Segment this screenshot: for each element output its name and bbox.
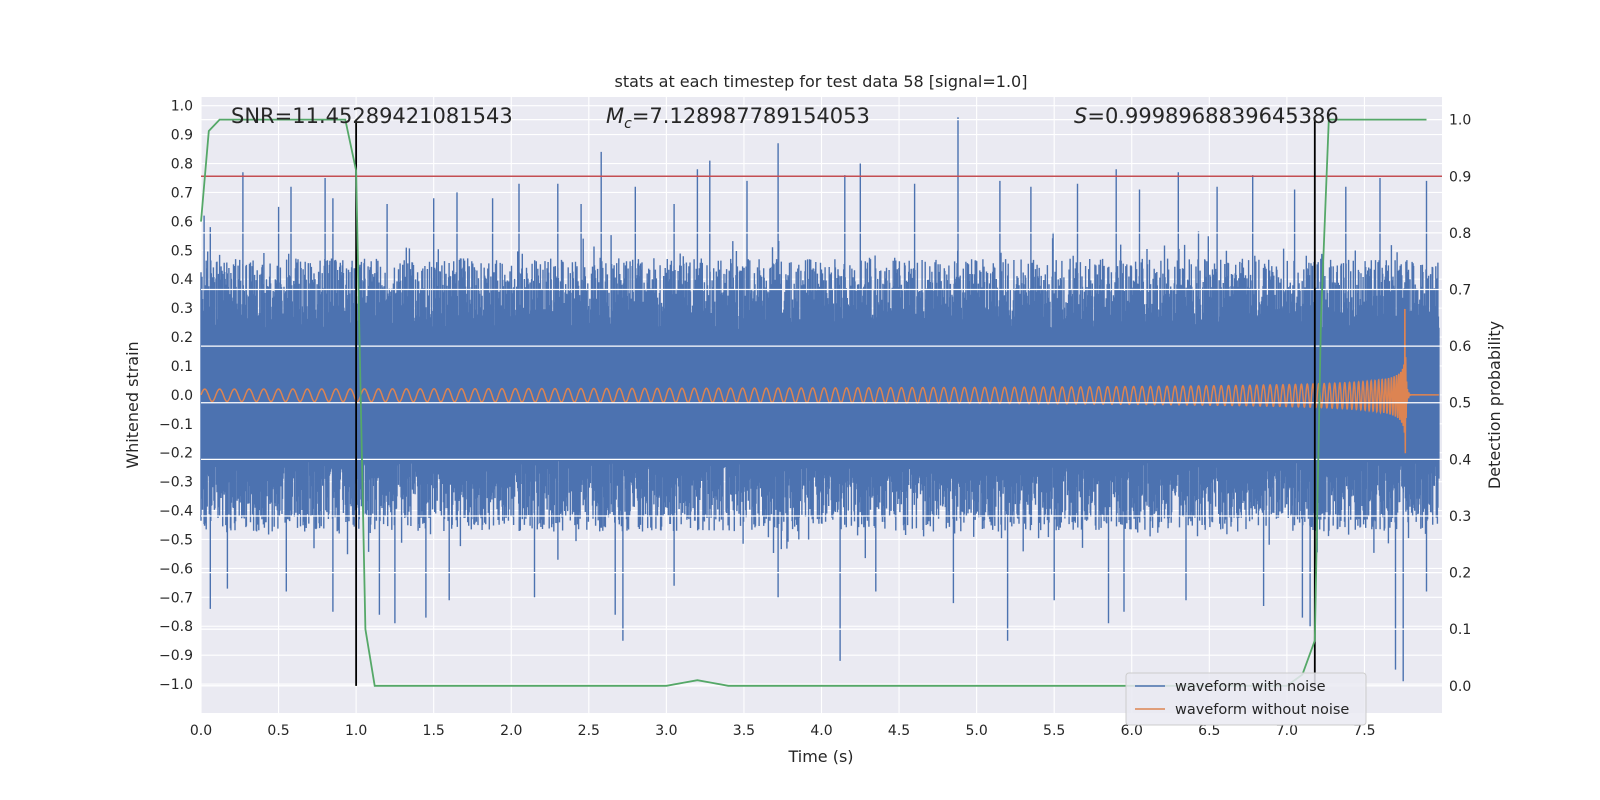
clean-waveform-series	[200, 308, 1439, 454]
y2-tick-label: 0.8	[1449, 226, 1471, 242]
y-tick-label: 0.9	[171, 128, 193, 144]
y-tick-label: −0.8	[159, 619, 193, 635]
y-tick-label: −0.5	[159, 532, 193, 548]
x-tick-label: 5.0	[965, 723, 987, 739]
y-tick-label: −0.3	[159, 475, 193, 491]
s-annotation: S=0.9998968839645386	[1074, 104, 1339, 128]
x-tick-label: 3.0	[655, 723, 677, 739]
y-tick-label: 0.8	[171, 157, 193, 173]
y-tick-label: −0.6	[159, 561, 193, 577]
y-axis-label: Whitened strain	[123, 341, 142, 468]
chirp-mass-symbol: M	[606, 104, 624, 128]
y-tick-label: 0.7	[171, 185, 193, 201]
y-tick-label: 0.5	[171, 243, 193, 259]
y-tick-label: 0.6	[171, 214, 193, 230]
y2-tick-label: 0.3	[1449, 509, 1471, 525]
detection-probability-series	[200, 118, 1427, 687]
tick-layer: 0.0 0.5 1.0 1.5 2.0 2.5 3.0 3.5 4.0 4.5 5.0 5.5 6.0 6…	[159, 99, 1471, 739]
noise-waveform-line	[200, 117, 1440, 682]
x-tick-label: 1.0	[345, 723, 367, 739]
noise-waveform-series	[200, 117, 1440, 682]
data-layer	[200, 117, 1442, 687]
y2-tick-label: 0.6	[1449, 339, 1471, 355]
y2-tick-label: 1.0	[1449, 113, 1471, 129]
y2-tick-label: 0.0	[1449, 679, 1471, 695]
y2-tick-label: 0.7	[1449, 283, 1471, 299]
chirp-mass-value: =7.128987789154053	[632, 104, 870, 128]
x-tick-label: 4.5	[888, 723, 910, 739]
x-tick-label: 6.5	[1198, 723, 1220, 739]
x-tick-label: 7.0	[1276, 723, 1298, 739]
x-tick-label: 0.0	[190, 723, 212, 739]
legend-box	[1125, 672, 1367, 726]
y2-tick-label: 0.2	[1449, 566, 1471, 582]
detection-probability-line	[200, 118, 1427, 687]
legend-clean-label: waveform without noise	[1175, 702, 1349, 718]
chart-title: stats at each timestep for test data 58 …	[615, 72, 1028, 91]
y-tick-label: 1.0	[171, 99, 193, 115]
y2-tick-label: 0.5	[1449, 396, 1471, 412]
y-tick-label: −0.1	[159, 417, 193, 433]
clean-waveform-line	[200, 308, 1439, 454]
x-tick-label: 0.5	[267, 723, 289, 739]
y-tick-label: −1.0	[159, 677, 193, 693]
x-tick-label: 5.5	[1043, 723, 1065, 739]
x-tick-label: 4.0	[810, 723, 832, 739]
y-tick-label: 0.0	[171, 388, 193, 404]
legend: waveform with noise waveform without noi…	[1125, 672, 1367, 726]
x-tick-label: 2.0	[500, 723, 522, 739]
y2-tick-label: 0.4	[1449, 452, 1471, 468]
x-tick-label: 7.5	[1353, 723, 1375, 739]
y-tick-label: −0.2	[159, 446, 193, 462]
y-tick-label: 0.1	[171, 359, 193, 375]
x-tick-label: 2.5	[578, 723, 600, 739]
y2-tick-label: 0.9	[1449, 169, 1471, 185]
y-tick-label: −0.7	[159, 590, 193, 606]
x-tick-label: 3.5	[733, 723, 755, 739]
chirp-mass-annotation: Mc=7.128987789154053	[606, 104, 870, 132]
y2-tick-label: 0.1	[1449, 622, 1471, 638]
y2-axis-label: Detection probability	[1485, 321, 1504, 489]
legend-noise-label: waveform with noise	[1175, 679, 1326, 695]
y-tick-label: −0.4	[159, 504, 193, 520]
y-tick-label: 0.3	[171, 301, 193, 317]
y-tick-label: 0.2	[171, 330, 193, 346]
x-tick-label: 1.5	[423, 723, 445, 739]
chirp-mass-subscript: c	[624, 116, 632, 132]
y-tick-label: 0.4	[171, 272, 193, 288]
s-value: =0.9998968839645386	[1087, 104, 1338, 128]
x-tick-label: 6.0	[1121, 723, 1143, 739]
y-tick-label: −0.9	[159, 648, 193, 664]
snr-annotation: SNR=11.45289421081543	[231, 104, 513, 128]
s-symbol: S	[1074, 104, 1087, 128]
x-axis-label: Time (s)	[787, 747, 853, 766]
